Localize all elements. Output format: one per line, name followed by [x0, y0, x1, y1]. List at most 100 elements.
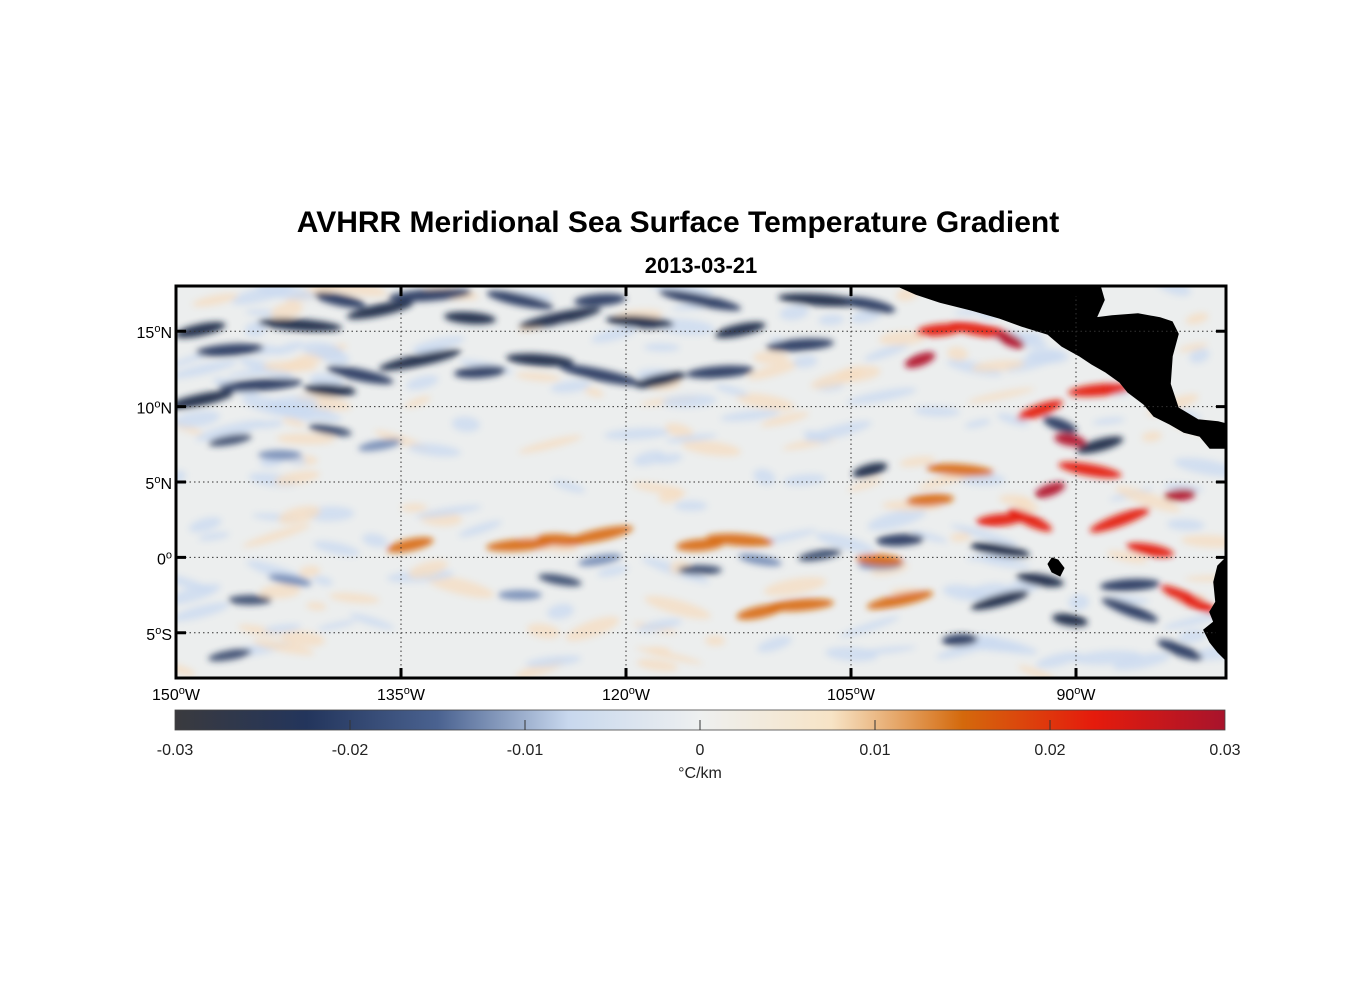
gradient-blob — [876, 533, 924, 547]
gradient-blob — [362, 533, 388, 548]
colorbar-tick-label: -0.01 — [507, 742, 544, 759]
gradient-blob — [1008, 508, 1052, 532]
gradient-blob — [425, 575, 494, 598]
gradient-blob — [604, 427, 672, 440]
gradient-blob — [763, 576, 827, 596]
gradient-blob — [1035, 651, 1081, 669]
gradient-blob — [458, 520, 502, 538]
gradient-blob — [643, 343, 680, 352]
gradient-blob — [591, 326, 638, 343]
gradient-blob — [1189, 348, 1210, 364]
map-date: 2013-03-21 — [644, 253, 758, 278]
gradient-blob — [852, 462, 888, 478]
gradient-blob — [967, 387, 1035, 403]
gradient-blob — [1017, 400, 1063, 420]
frame-ticks — [174, 286, 1226, 678]
gradient-blob — [454, 365, 506, 379]
gradient-blob — [406, 375, 439, 390]
gradient-blob — [950, 524, 1019, 546]
gradient-blob — [268, 573, 312, 587]
gradient-blob — [1016, 572, 1064, 588]
gradient-blob — [176, 359, 238, 379]
gradient-blob — [720, 409, 781, 422]
gradient-blob — [278, 505, 321, 525]
gradient-blob — [651, 286, 714, 298]
gradient-blob — [706, 533, 774, 547]
gradient-blob — [176, 663, 196, 677]
gradient-blob — [636, 618, 682, 633]
gradient-blob — [279, 630, 326, 647]
gradient-blob — [525, 655, 582, 668]
gradient-blob — [804, 420, 872, 442]
map-title: AVHRR Meridional Sea Surface Temperature… — [296, 206, 1060, 239]
gradient-blob — [274, 341, 304, 355]
gradient-blob — [451, 416, 481, 432]
gradient-blob — [995, 331, 1025, 349]
gradient-blob — [326, 365, 394, 385]
gradient-blob — [1068, 594, 1090, 611]
colorbar-unit: °C/km — [678, 765, 722, 782]
gradient-blob — [506, 353, 574, 367]
gradient-blob — [550, 380, 591, 393]
gradient-blob — [766, 598, 834, 612]
gradient-blob — [349, 613, 395, 630]
gradient-blob — [836, 365, 881, 382]
colorbar: -0.03 -0.02 -0.01 0 0.01 0.02 0.03 °C/km — [157, 709, 1241, 782]
gradient-blob — [276, 433, 336, 445]
gradient-blob — [317, 620, 357, 631]
gradient-blob — [867, 508, 927, 531]
gradient-blob — [552, 479, 586, 493]
gradient-blob — [674, 500, 708, 512]
gradient-blob — [198, 532, 230, 541]
gradient-blob — [238, 624, 279, 637]
map-panel: 15oN 10oN 5oN 0o 5oS 150oW 135oW 120oW 105oW 90o… — [137, 284, 1228, 704]
gradient-blob — [864, 343, 910, 361]
gradient-blob — [329, 592, 380, 604]
gradient-blob — [686, 365, 754, 379]
gradient-blob — [1054, 433, 1086, 447]
gradient-blob — [515, 372, 561, 382]
gradient-blob — [747, 361, 801, 380]
gradient-blob — [526, 623, 561, 639]
gradient-blob — [766, 338, 834, 352]
gradient-blob — [942, 633, 978, 647]
gradient-blob — [388, 288, 472, 302]
longitude-labels: 150oW 135oW 120oW 105oW 90oW — [152, 685, 1096, 704]
gradient-blob — [258, 450, 302, 460]
land-masses — [897, 286, 1226, 662]
gradient-blob — [1115, 486, 1181, 512]
gradient-blob — [408, 560, 448, 579]
gradient-blob — [676, 538, 724, 552]
gradient-blob — [1126, 542, 1174, 558]
gradient-blob — [196, 343, 264, 357]
gradient-blob — [547, 603, 574, 620]
colorbar-ticks: -0.03 -0.02 -0.01 0 0.01 0.02 0.03 — [157, 720, 1241, 759]
gradient-blob — [263, 623, 302, 634]
gradient-blob — [681, 440, 741, 457]
gradient-blob — [658, 488, 684, 504]
gradient-blob — [244, 321, 268, 337]
gradient-blob — [266, 396, 319, 412]
gradient-blob — [518, 435, 583, 454]
gradient-blob — [358, 438, 402, 452]
gradient-blob — [1043, 416, 1077, 434]
gradient-blob — [778, 293, 862, 307]
gradient-blob — [306, 602, 327, 611]
gradient-blob — [971, 359, 1025, 372]
lon-label: 90oW — [1056, 685, 1096, 704]
gradient-blob — [815, 532, 875, 553]
gradient-blob — [914, 406, 961, 417]
lat-label: 10oN — [137, 399, 172, 418]
gradient-blob — [1092, 417, 1125, 425]
gradient-blob — [228, 595, 272, 605]
gradient-blob — [1112, 652, 1171, 671]
gradient-blob — [565, 616, 620, 641]
gradient-blob — [176, 602, 230, 622]
gradient-blob — [584, 387, 604, 398]
gradient-blob — [779, 305, 809, 321]
gradient-blob — [753, 351, 789, 365]
gradient-blob — [1160, 585, 1220, 615]
gradient-blob — [970, 542, 1030, 558]
gradient-blob — [646, 646, 671, 653]
gradient-blob — [411, 336, 465, 353]
